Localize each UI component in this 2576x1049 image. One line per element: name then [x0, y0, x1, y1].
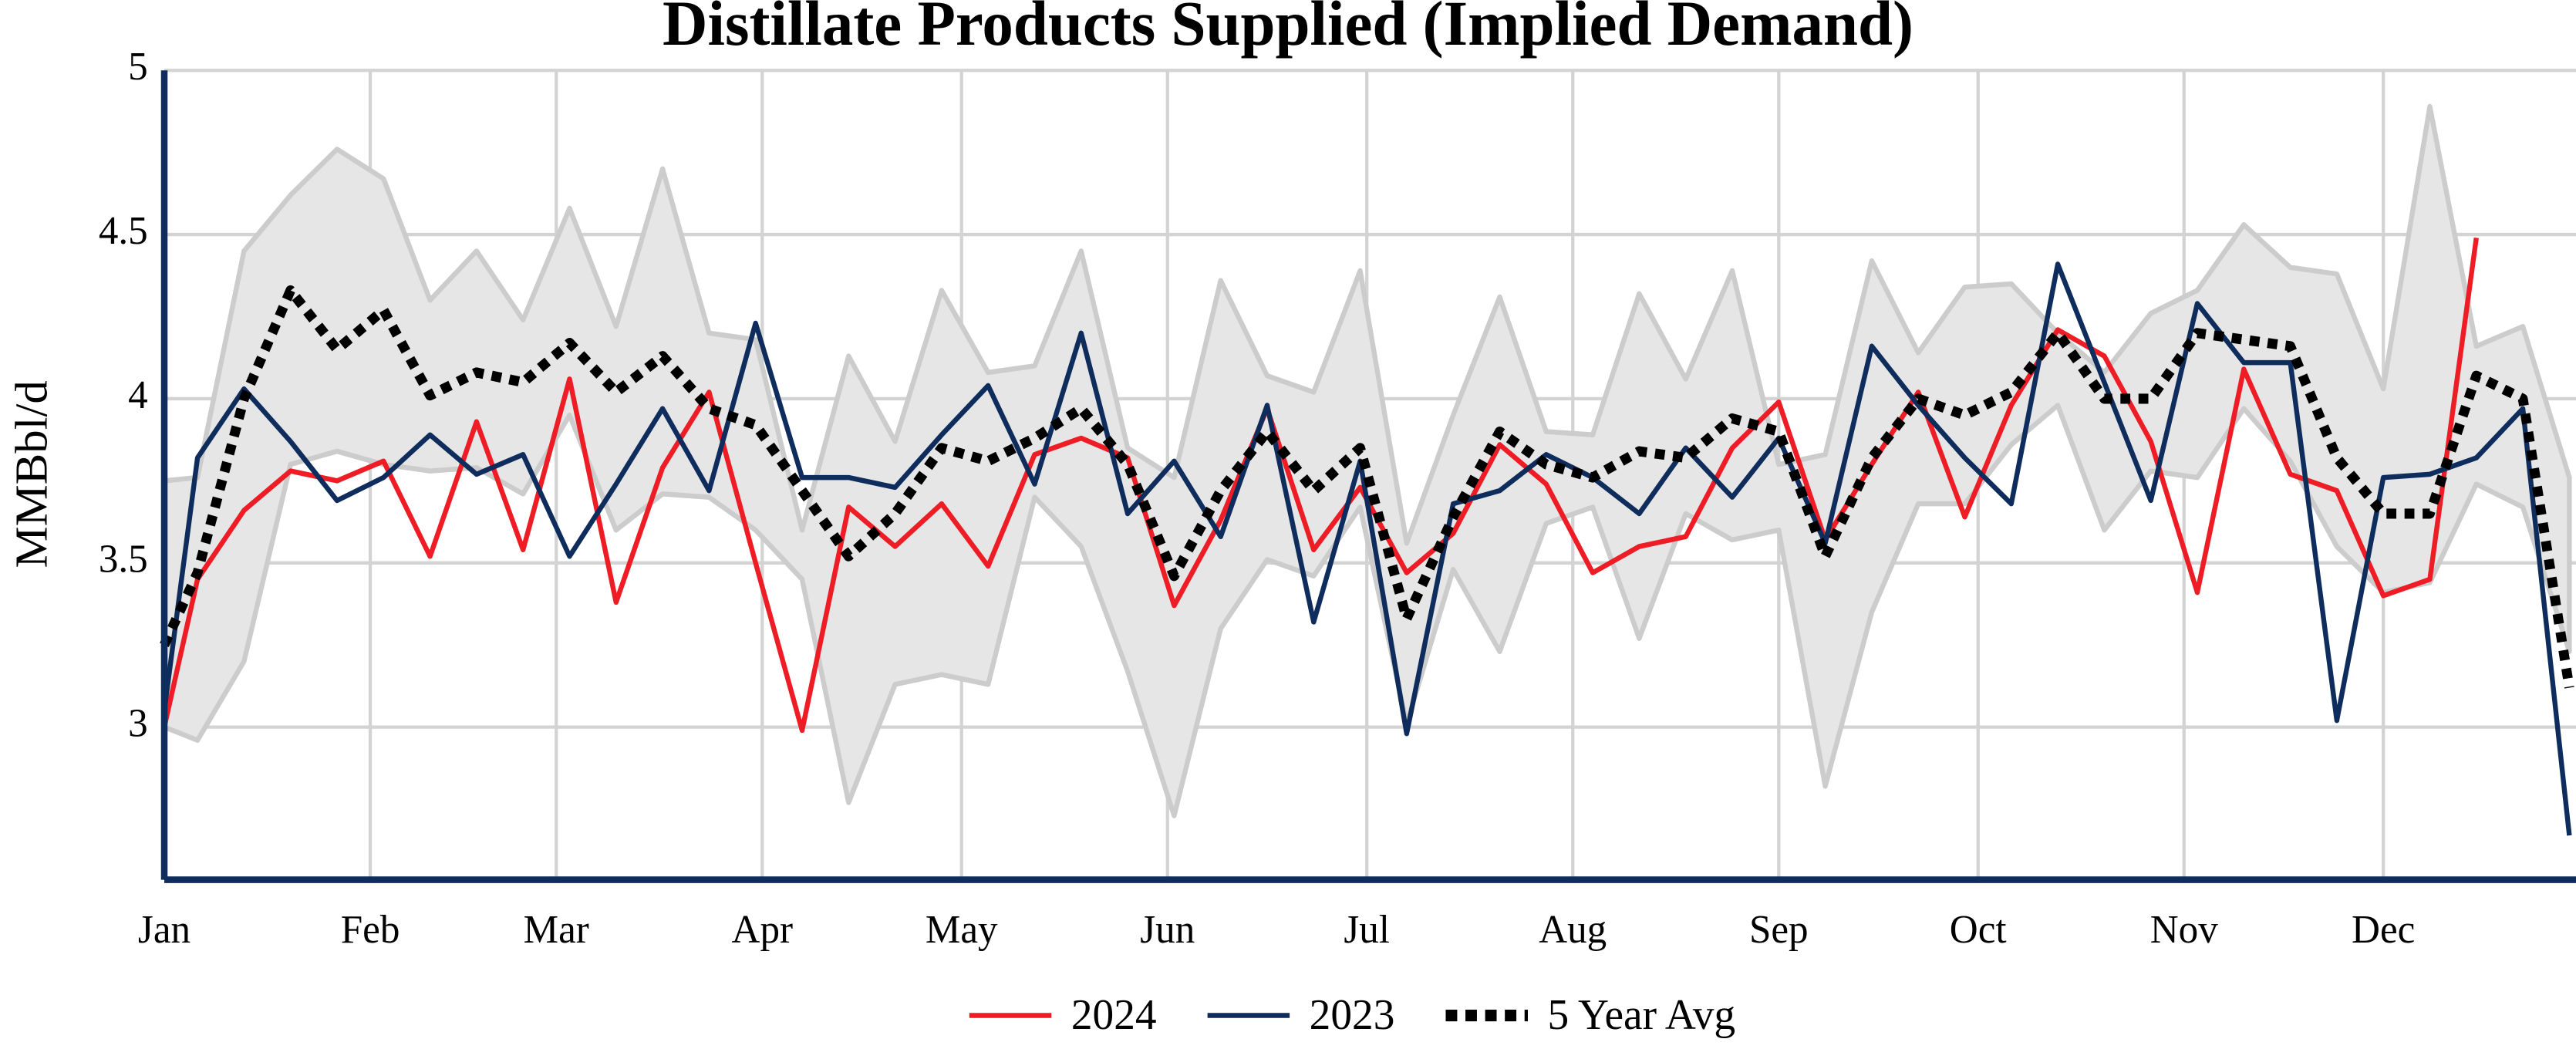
y-axis-label: MMBbl/d [6, 380, 57, 568]
series-line [160, 285, 2574, 689]
x-tick-label: Nov [2150, 908, 2218, 953]
legend-label: 5 Year Avg [1548, 990, 1736, 1039]
x-tick-label: Sep [1749, 908, 1809, 953]
y-tick-label: 4.5 [99, 209, 148, 254]
x-tick-label: Dec [2352, 908, 2415, 953]
x-tick-label: Jun [1140, 908, 1195, 953]
y-tick-label: 3.5 [99, 537, 148, 582]
x-tick-label: Jan [138, 908, 191, 953]
x-tick-label: Mar [524, 908, 589, 953]
chart-title: Distillate Products Supplied (Implied De… [663, 0, 1913, 59]
x-tick-label: Apr [732, 908, 794, 953]
legend-label: 2023 [1310, 990, 1395, 1039]
y-tick-label: 5 [128, 45, 148, 89]
x-tick-label: Aug [1539, 908, 1607, 953]
x-tick-label: Feb [341, 908, 400, 953]
x-tick-label: May [926, 908, 998, 953]
x-tick-label: Jul [1344, 908, 1390, 953]
legend-label: 2024 [1071, 990, 1157, 1039]
y-tick-label: 3 [128, 701, 148, 746]
x-tick-label: Oct [1950, 908, 2007, 953]
y-tick-label: 4 [128, 373, 148, 417]
